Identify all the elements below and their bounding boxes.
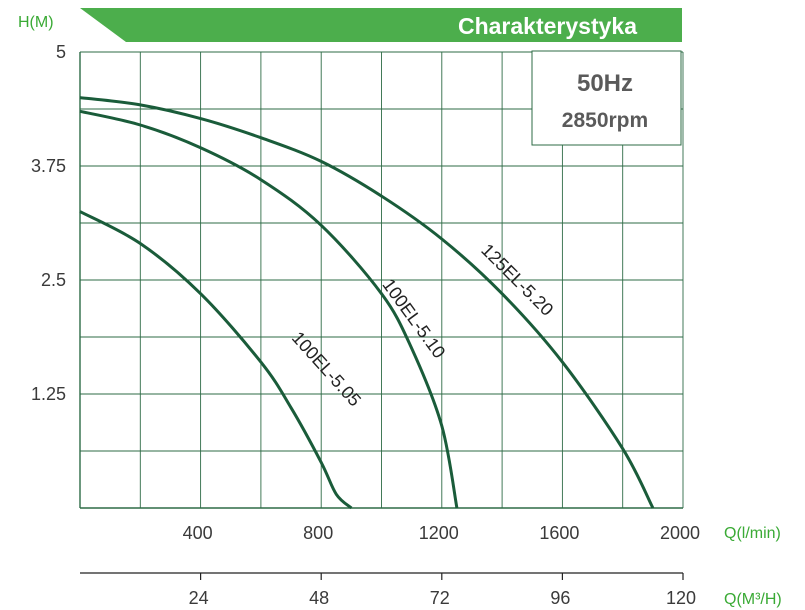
- x-tick-label: 1200: [419, 523, 459, 543]
- x-tick-label: 800: [303, 523, 333, 543]
- x2-tick-label: 24: [189, 588, 209, 608]
- x2-tick-label: 120: [666, 588, 696, 608]
- y-tick-label: 3.75: [31, 156, 66, 176]
- x-tick-labels: 400 800 1200 1600 2000: [183, 523, 700, 543]
- x2-tick-label: 72: [430, 588, 450, 608]
- y-tick-label: 5: [56, 42, 66, 62]
- badge-frequency: 50Hz: [577, 70, 633, 97]
- curve-100EL-5.05: [79, 210, 353, 510]
- secondary-x-axis: 24 48 72 96 120: [80, 572, 696, 608]
- badge-box: [531, 50, 682, 146]
- curves: [79, 96, 655, 510]
- y-tick-label: 1.25: [31, 384, 66, 404]
- x-tick-label: 1600: [539, 523, 579, 543]
- y-tick-labels: 5 3.75 2.5 1.25: [31, 42, 66, 404]
- curve-125EL-5.20: [79, 96, 655, 509]
- badge-rpm: 2850rpm: [562, 109, 648, 132]
- speed-badge: 50Hz 2850rpm: [531, 50, 682, 146]
- curve-label: 100EL-5.10: [378, 275, 449, 362]
- curve-100EL-5.10: [79, 109, 459, 509]
- header-band: [80, 8, 682, 42]
- x-tick-label: 400: [183, 523, 213, 543]
- curve-label: 100EL-5.05: [288, 328, 365, 411]
- header-banner: Charakterystyka: [80, 8, 682, 42]
- y-axis-label: H(M): [18, 14, 54, 31]
- header-title: Charakterystyka: [458, 13, 637, 39]
- y-tick-label: 2.5: [41, 270, 66, 290]
- x-axis-label: Q(l/min): [724, 525, 781, 542]
- x-tick-label: 2000: [660, 523, 700, 543]
- x2-tick-label: 96: [550, 588, 570, 608]
- x2-tick-label: 48: [309, 588, 329, 608]
- x2-axis-label: Q(M³/H): [724, 591, 782, 608]
